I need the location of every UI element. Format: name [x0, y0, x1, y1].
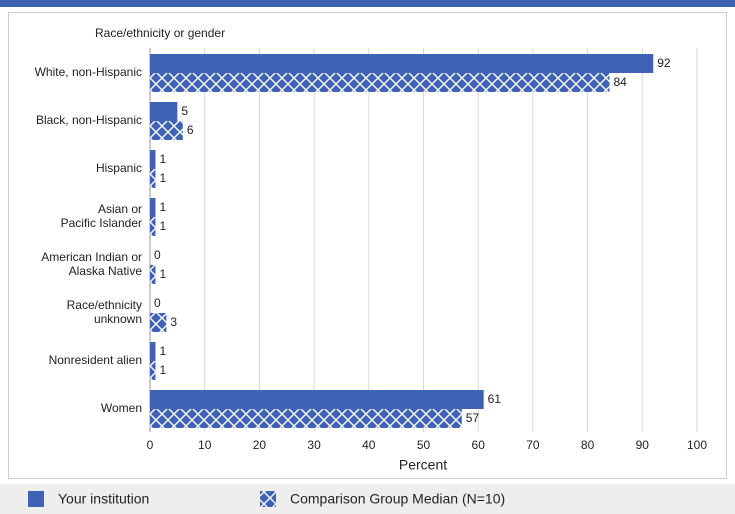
legend-swatch: [260, 491, 276, 507]
value-label: 1: [159, 152, 166, 166]
category-label: Black, non-Hispanic: [35, 113, 142, 127]
category-label: Race/ethnicity unknown: [66, 298, 142, 326]
bar: [150, 217, 156, 236]
category-label: Hispanic: [95, 161, 142, 175]
x-tick-label: 30: [307, 438, 321, 452]
bar: [150, 342, 156, 361]
legend-label: Comparison Group Median (N=10): [290, 491, 505, 507]
bar: [150, 102, 178, 121]
bar: [150, 265, 156, 284]
value-label: 0: [154, 296, 161, 310]
value-label: 57: [466, 411, 480, 425]
top-stripe: [0, 0, 735, 7]
bar: [150, 169, 156, 188]
value-label: 1: [159, 219, 166, 233]
legend-label: Your institution: [58, 491, 149, 507]
frame: [8, 12, 727, 479]
value-label: 1: [159, 344, 166, 358]
category-label: Women: [100, 401, 142, 415]
value-label: 1: [159, 171, 166, 185]
value-label: 84: [613, 75, 627, 89]
value-label: 61: [488, 392, 502, 406]
value-label: 6: [187, 123, 194, 137]
bar: [150, 390, 484, 409]
value-label: 1: [159, 267, 166, 281]
bar: [150, 198, 156, 217]
x-tick-label: 100: [687, 438, 707, 452]
legend-bar: [0, 484, 735, 514]
x-tick-label: 10: [198, 438, 212, 452]
x-tick-label: 40: [362, 438, 376, 452]
category-label: American Indian or Alaska Native: [41, 250, 142, 278]
x-tick-label: 80: [581, 438, 595, 452]
x-axis-label: Percent: [399, 457, 447, 473]
legend-swatch: [28, 491, 44, 507]
value-label: 5: [181, 104, 188, 118]
bar: [150, 409, 462, 428]
bar: [150, 73, 610, 92]
category-label: Nonresident alien: [48, 353, 142, 367]
x-tick-label: 0: [147, 438, 154, 452]
bar: [150, 150, 156, 169]
category-label: White, non-Hispanic: [34, 65, 142, 79]
value-label: 0: [154, 248, 161, 262]
chart-title: Race/ethnicity or gender: [95, 26, 225, 40]
x-tick-label: 70: [526, 438, 540, 452]
value-label: 1: [159, 363, 166, 377]
bar: [150, 54, 654, 73]
value-label: 92: [657, 56, 671, 70]
x-tick-label: 90: [636, 438, 650, 452]
bar: [150, 313, 167, 332]
x-tick-label: 20: [253, 438, 267, 452]
x-tick-label: 60: [472, 438, 486, 452]
value-label: 1: [159, 200, 166, 214]
x-tick-label: 50: [417, 438, 431, 452]
category-label: Asian or Pacific Islander: [60, 202, 142, 230]
bar: [150, 121, 183, 140]
bar: [150, 361, 156, 380]
value-label: 3: [170, 315, 177, 329]
